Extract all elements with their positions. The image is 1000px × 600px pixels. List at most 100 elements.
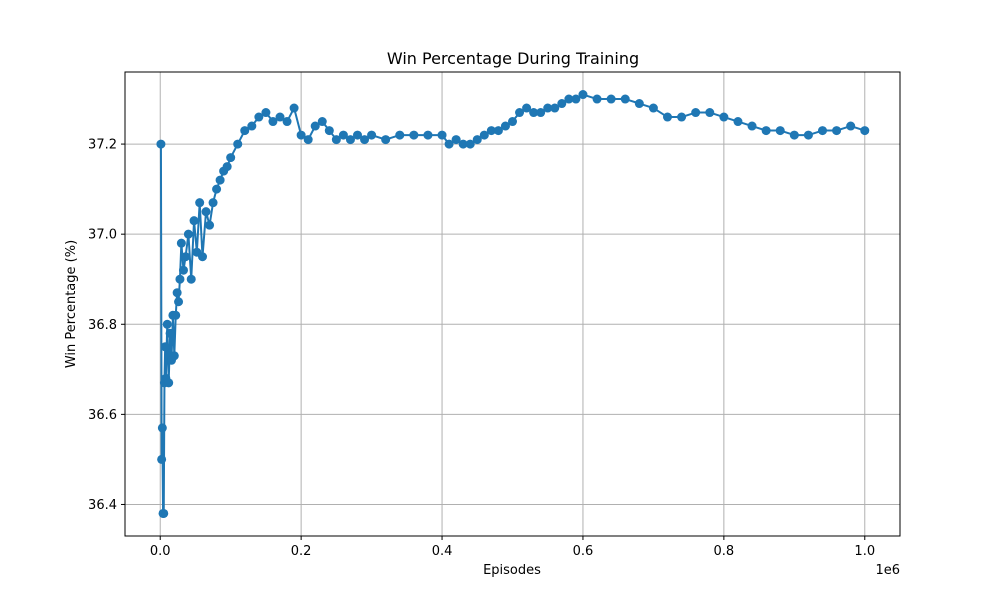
data-point [789, 130, 799, 140]
data-point [189, 216, 199, 226]
data-point [395, 130, 405, 140]
data-point [171, 310, 181, 320]
data-point [620, 94, 630, 104]
data-point [353, 130, 362, 140]
data-point [719, 112, 729, 122]
data-point [592, 94, 602, 104]
x-tick-label: 0.6 [573, 544, 594, 559]
data-point [222, 162, 232, 172]
data-point [409, 130, 419, 140]
data-point [175, 274, 185, 284]
data-point [846, 121, 856, 131]
data-point [663, 112, 672, 122]
data-point [233, 139, 243, 149]
data-point [282, 117, 292, 127]
chart-title: Win Percentage During Training [387, 49, 639, 68]
data-point [705, 108, 715, 118]
data-point [775, 126, 785, 136]
data-point [156, 139, 166, 149]
data-point [860, 126, 870, 136]
y-tick-label: 37.2 [88, 138, 117, 153]
data-point [164, 378, 174, 388]
data-point [345, 135, 355, 145]
plot-area-frame [124, 71, 901, 537]
data-point [157, 454, 167, 464]
data-point [303, 135, 313, 145]
data-point [465, 139, 475, 149]
data-point [240, 126, 250, 136]
y-tick-label: 36.6 [88, 408, 117, 423]
x-tick-label: 0.2 [291, 544, 312, 559]
x-axis: 0.0 0.2 0.4 0.6 0.8 1.0 [150, 536, 875, 559]
data-point [186, 274, 196, 284]
data-point [451, 135, 461, 145]
data-point [275, 112, 285, 122]
data-point [338, 130, 348, 140]
data-point [205, 220, 215, 230]
data-point [493, 126, 503, 136]
x-tick-label: 0.4 [432, 544, 453, 559]
data-point [310, 121, 320, 131]
data-point [832, 126, 842, 136]
data-point [761, 126, 771, 136]
data-point [479, 130, 489, 140]
data-point [508, 117, 517, 127]
grid-lines [125, 72, 900, 536]
data-point [606, 94, 616, 104]
data-point [169, 351, 179, 361]
y-tick-label: 36.8 [88, 318, 117, 333]
data-point [515, 108, 525, 118]
data-point [165, 328, 175, 338]
data-point [215, 175, 225, 185]
data-point [578, 90, 588, 100]
data-point [176, 238, 186, 248]
data-point [458, 139, 468, 149]
data-point [381, 135, 391, 145]
x-tick-label: 1.0 [854, 544, 875, 559]
data-point [172, 288, 182, 298]
data-point [183, 229, 193, 239]
data-point [226, 153, 236, 163]
x-axis-offset-label: 1e6 [875, 563, 900, 578]
data-point [691, 108, 701, 118]
data-point [437, 130, 447, 140]
x-axis-label: Episodes [483, 563, 541, 578]
data-point [472, 135, 482, 145]
data-point [208, 198, 218, 208]
y-axis: 36.4 36.6 36.8 37.0 37.2 [88, 138, 125, 513]
data-point [367, 130, 377, 140]
data-point [360, 135, 370, 145]
data-point [486, 126, 496, 136]
data-point [317, 117, 327, 127]
data-point [247, 121, 257, 131]
data-point [160, 342, 170, 352]
data-point [803, 130, 813, 140]
data-point [536, 108, 546, 118]
data-point [198, 252, 207, 262]
data-point [331, 135, 341, 145]
data-point [162, 319, 172, 329]
data-point [289, 103, 299, 113]
data-point [254, 112, 264, 122]
data-point [423, 130, 433, 140]
y-tick-label: 37.0 [88, 228, 117, 243]
data-point [571, 94, 581, 104]
data-point [296, 130, 306, 140]
data-point [733, 117, 743, 127]
y-axis-label: Win Percentage (%) [64, 240, 79, 368]
data-point [212, 184, 222, 194]
data-point [634, 99, 644, 109]
data-point [268, 117, 278, 127]
data-point [564, 94, 574, 104]
data-point [444, 139, 454, 149]
data-point [324, 126, 334, 136]
data-point [201, 207, 211, 217]
data-point [174, 297, 184, 307]
data-point [195, 198, 205, 208]
data-point [500, 121, 510, 131]
data-point [550, 103, 560, 113]
data-point [818, 126, 827, 136]
data-point [529, 108, 539, 118]
data-point [178, 265, 188, 275]
